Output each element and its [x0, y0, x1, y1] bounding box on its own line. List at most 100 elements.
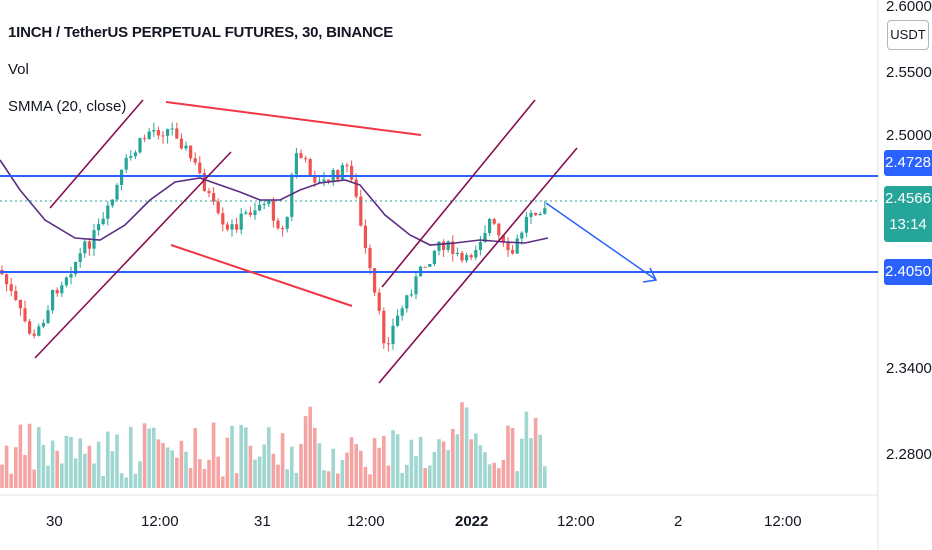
volume-bar — [455, 434, 460, 488]
candle-body — [432, 250, 436, 264]
candle-body — [175, 128, 179, 139]
candle-body — [244, 212, 248, 214]
candle-body — [294, 153, 298, 175]
volume-bar — [441, 441, 446, 488]
volume-bar — [474, 433, 478, 488]
bar-countdown: 13:14 — [889, 216, 927, 233]
candle-body — [451, 241, 455, 254]
time-tick: 12:00 — [764, 513, 802, 530]
candle-body — [308, 159, 312, 177]
volume-bar — [244, 427, 248, 488]
candle-body — [37, 326, 41, 336]
currency-button[interactable]: USDT — [887, 20, 929, 50]
channel-line-2a[interactable] — [378, 147, 578, 384]
time-tick-year: 2022 — [455, 513, 489, 530]
volume-bar — [78, 438, 82, 488]
volume-bar — [294, 472, 299, 488]
candle-body — [18, 299, 22, 309]
candle-body — [465, 255, 469, 261]
candle-body — [133, 152, 137, 157]
volume-indicator-label[interactable]: Vol — [8, 61, 29, 78]
candle-body — [46, 310, 50, 323]
volume-bar — [409, 439, 414, 488]
candle-body — [138, 138, 142, 153]
candle-body — [248, 212, 252, 216]
price-tick: 2.3400 — [886, 360, 932, 377]
volume-bar — [308, 406, 312, 488]
volume-bar — [202, 469, 207, 488]
candle-body — [543, 208, 547, 214]
volume-bar — [156, 439, 161, 488]
volume-bar — [152, 427, 156, 488]
volume-bar — [101, 475, 105, 488]
volume-bar — [524, 411, 529, 488]
volume-bar — [359, 450, 363, 488]
candle-body — [276, 220, 280, 229]
volume-bar — [492, 462, 496, 488]
candle-body — [386, 343, 390, 345]
volume-bar — [483, 452, 487, 488]
volume-bar — [216, 456, 220, 488]
volume-bar — [60, 463, 64, 488]
candle-body — [69, 274, 73, 278]
volume-bar — [497, 468, 501, 488]
volume-bar — [446, 450, 450, 488]
volume-bar — [354, 444, 358, 488]
trend-line-bottom[interactable] — [170, 244, 353, 307]
candle-body — [202, 173, 206, 192]
lower-line-price-badge: 2.4050 — [884, 259, 932, 285]
candle-body — [106, 205, 110, 219]
candle-body — [520, 232, 524, 239]
candle-body — [170, 128, 174, 130]
candle-body — [359, 196, 363, 226]
candle-body — [9, 284, 13, 291]
price-tick: 2.2800 — [886, 446, 932, 463]
time-tick: 12:00 — [557, 513, 595, 530]
candle-body — [198, 162, 202, 174]
volume-bar — [32, 469, 36, 488]
projection-arrow[interactable] — [545, 202, 656, 280]
candle-body — [299, 153, 303, 159]
candle-body — [271, 200, 275, 221]
volume-bar — [55, 450, 59, 488]
candle-body — [350, 165, 354, 180]
volume-bar — [469, 439, 473, 488]
volume-bar — [23, 454, 27, 488]
volume-bar — [386, 465, 391, 488]
candle-body — [55, 289, 59, 294]
trend-line-top[interactable] — [165, 101, 422, 136]
smma-indicator-label[interactable]: SMMA (20, close) — [8, 98, 127, 115]
volume-bar — [161, 443, 165, 488]
candle-body — [327, 179, 331, 183]
chart-title[interactable]: 1INCH / TetherUS PERPETUAL FUTURES, 30, … — [8, 24, 394, 41]
candle-body — [391, 325, 395, 345]
channel-line-1a[interactable] — [34, 151, 232, 359]
arrow-head-icon — [642, 267, 658, 283]
volume-bar — [501, 459, 506, 488]
candlesticks — [0, 122, 547, 352]
volume-bar — [4, 445, 9, 488]
candle-body — [225, 224, 229, 230]
candle-body — [166, 129, 170, 136]
candle-body — [423, 266, 427, 268]
volume-bar — [37, 427, 41, 488]
volume-bar — [46, 465, 50, 488]
candle-body — [317, 181, 321, 183]
upper-line-price-badge: 2.4728 — [884, 150, 932, 176]
price-tick: 2.5500 — [886, 64, 932, 81]
volume-bar — [147, 428, 151, 488]
candle-body — [474, 249, 478, 258]
volume-bar — [520, 438, 524, 488]
candle-body — [414, 276, 418, 295]
candle-body — [235, 224, 239, 230]
candle-body — [492, 219, 496, 224]
candle-body — [396, 315, 400, 326]
volume-bar — [510, 427, 515, 488]
channel-line-2b[interactable] — [381, 99, 536, 288]
volume-bar — [124, 477, 128, 488]
volume-bar — [313, 427, 317, 488]
channel-line-1b[interactable] — [49, 99, 144, 209]
volume-bar — [221, 476, 225, 488]
candle-body — [488, 219, 492, 234]
